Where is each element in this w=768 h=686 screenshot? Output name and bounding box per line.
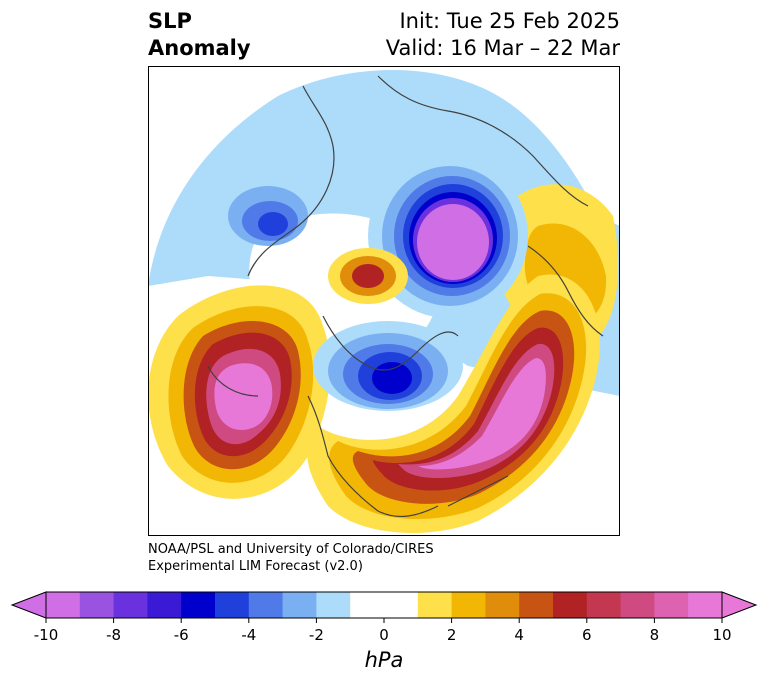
colorbar-tick-label: -6: [174, 626, 189, 644]
pacific-high-core: [214, 363, 273, 430]
title-line-1: SLP: [148, 9, 192, 33]
colorbar-tick-label: 8: [650, 626, 660, 644]
colorbar-swatch: [485, 592, 520, 618]
siberian-low-core: [417, 204, 489, 280]
colorbar-swatch: [316, 592, 351, 618]
colorbar-tick-label: -2: [309, 626, 324, 644]
colorbar-tick-label: -8: [106, 626, 121, 644]
credit-line-2: Experimental LIM Forecast (v2.0): [148, 559, 363, 574]
title-line-2: Anomaly: [148, 36, 251, 60]
valid-range: Valid: 16 Mar – 22 Mar: [385, 36, 620, 60]
greenland-high-red: [352, 264, 384, 288]
map-title: SLP Anomaly: [148, 8, 251, 62]
colorbar-swatch: [620, 592, 655, 618]
credit-line-1: NOAA/PSL and University of Colorado/CIRE…: [148, 542, 434, 557]
colorbar: -10 -8 -6 -4 -2 0 2 4 6 8 10: [10, 591, 758, 644]
atlantic-high-core: [418, 358, 546, 470]
colorbar-swatch: [384, 592, 419, 618]
colorbar-tick-label: 6: [582, 626, 592, 644]
colorbar-swatch: [553, 592, 588, 618]
colorbar-swatch: [586, 592, 622, 618]
colorbar-swatch: [79, 592, 115, 618]
colorbar-arrow-max: [721, 591, 758, 619]
colorbar-tick-label: 10: [712, 626, 731, 644]
colorbar-swatch: [282, 592, 317, 618]
colorbar-tick-label: 4: [514, 626, 524, 644]
coastlines: [207, 75, 604, 517]
colorbar-swatch: [147, 592, 182, 618]
colorbar-tick-label: 0: [379, 626, 389, 644]
colorbar-swatch: [451, 592, 486, 618]
colorbar-swatch: [688, 592, 723, 618]
hudson-low-core: [372, 362, 412, 394]
colorbar-swatch: [181, 592, 216, 618]
colorbar-swatch: [248, 592, 284, 618]
colorbar-swatch: [654, 592, 689, 618]
colorbar-swatch: [519, 592, 554, 618]
colorbar-tick-label: 2: [447, 626, 457, 644]
colorbar-swatch: [113, 592, 148, 618]
colorbar-arrow-min: [10, 591, 47, 619]
credit: NOAA/PSL and University of Colorado/CIRE…: [148, 541, 434, 575]
colorbar-tick-label: -10: [34, 626, 59, 644]
colorbar-swatch: [350, 592, 385, 618]
colorbar-swatch: [417, 592, 453, 618]
forecast-dates: Init: Tue 25 Feb 2025 Valid: 16 Mar – 22…: [386, 8, 620, 62]
colorbar-swatch: [215, 592, 250, 618]
init-date: Init: Tue 25 Feb 2025: [399, 9, 620, 33]
scandinavian-low-core: [258, 212, 288, 236]
map-frame: [148, 66, 620, 536]
colorbar-tick-label: -4: [241, 626, 256, 644]
colorbar-swatch: [46, 592, 81, 618]
slp-anomaly-map: [148, 66, 620, 536]
colorbar-unit: hPa: [364, 648, 404, 672]
